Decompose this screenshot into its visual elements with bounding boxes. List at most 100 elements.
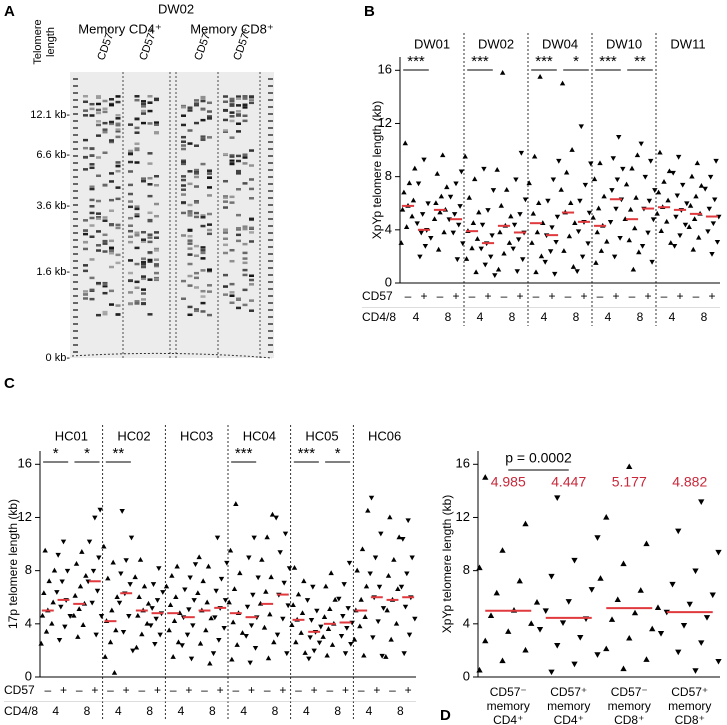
point bbox=[314, 608, 320, 614]
gel-band bbox=[229, 282, 235, 286]
point bbox=[306, 656, 312, 662]
gel-band bbox=[207, 284, 212, 287]
gel-band bbox=[115, 130, 121, 133]
gel-band bbox=[194, 103, 199, 107]
point bbox=[398, 240, 404, 245]
ladder-band bbox=[268, 134, 273, 136]
point bbox=[518, 150, 525, 156]
ladder-band bbox=[73, 78, 78, 80]
ladder-band bbox=[268, 218, 273, 220]
y-tick-label: 4 bbox=[463, 615, 470, 630]
ladder-band bbox=[73, 211, 78, 213]
point bbox=[607, 220, 614, 225]
ladder-band bbox=[268, 288, 273, 290]
gel-band bbox=[242, 242, 248, 246]
point bbox=[590, 214, 596, 220]
point bbox=[703, 615, 711, 621]
gel-band bbox=[181, 140, 186, 143]
point bbox=[80, 622, 86, 627]
gel-band bbox=[96, 108, 101, 112]
gel-band bbox=[83, 146, 88, 150]
group-points bbox=[607, 134, 626, 260]
gel-band bbox=[181, 144, 186, 147]
gel-band bbox=[109, 246, 114, 250]
gel-band bbox=[200, 216, 206, 219]
point bbox=[273, 515, 279, 521]
ladder-band bbox=[268, 169, 273, 171]
point bbox=[488, 254, 494, 260]
point bbox=[586, 210, 593, 216]
gel-band bbox=[134, 280, 140, 284]
gel-band bbox=[223, 196, 228, 199]
gel-band bbox=[147, 152, 153, 155]
point bbox=[376, 584, 383, 590]
point bbox=[715, 658, 722, 665]
ladder-band bbox=[73, 274, 78, 276]
gel-band bbox=[249, 231, 254, 234]
point bbox=[563, 169, 570, 175]
point bbox=[141, 583, 148, 589]
gel-band bbox=[115, 261, 121, 265]
gel-band bbox=[128, 170, 133, 173]
point bbox=[680, 623, 688, 629]
gel-band bbox=[229, 97, 235, 101]
cd57-label: – bbox=[232, 683, 239, 697]
point bbox=[520, 257, 526, 263]
gel-band bbox=[141, 100, 146, 103]
cd48-label: 8 bbox=[334, 704, 341, 718]
gel-band bbox=[194, 254, 199, 258]
gel-band bbox=[96, 212, 101, 215]
point bbox=[545, 198, 551, 204]
group-points bbox=[148, 566, 166, 647]
point bbox=[398, 584, 405, 590]
gel-band bbox=[147, 95, 153, 98]
ladder-band bbox=[268, 316, 273, 318]
point bbox=[608, 616, 616, 622]
gel-band bbox=[147, 122, 153, 125]
point bbox=[323, 583, 329, 589]
point bbox=[474, 236, 481, 241]
point bbox=[680, 182, 686, 188]
point bbox=[342, 651, 349, 657]
cd57-label: + bbox=[452, 289, 459, 303]
facet-title: DW02 bbox=[478, 36, 514, 51]
point bbox=[102, 654, 108, 659]
gel-band bbox=[89, 211, 95, 215]
gel-band bbox=[141, 302, 146, 306]
gel-band bbox=[200, 224, 206, 228]
gel-band bbox=[242, 261, 248, 265]
gel-band bbox=[187, 253, 193, 256]
gel-band bbox=[236, 159, 241, 163]
point bbox=[229, 656, 235, 662]
gel-band bbox=[187, 313, 193, 317]
gel-band bbox=[102, 121, 108, 125]
ladder-band bbox=[268, 148, 273, 150]
point bbox=[293, 639, 299, 645]
point bbox=[579, 254, 586, 260]
point bbox=[510, 246, 516, 252]
cd48-label: 8 bbox=[637, 310, 644, 324]
gel-band bbox=[236, 154, 241, 158]
gel-band bbox=[128, 160, 133, 164]
point bbox=[43, 628, 50, 634]
point bbox=[83, 572, 89, 578]
point bbox=[383, 654, 389, 659]
point bbox=[526, 180, 532, 186]
point bbox=[400, 536, 406, 542]
group-points bbox=[101, 543, 120, 675]
gel-band bbox=[249, 101, 254, 105]
point bbox=[515, 237, 522, 243]
cd48-label: 8 bbox=[84, 704, 91, 718]
gel-band bbox=[200, 108, 206, 111]
cd57-label: – bbox=[201, 683, 208, 697]
point bbox=[268, 574, 274, 580]
ladder-band bbox=[268, 92, 273, 94]
ladder-band bbox=[73, 176, 78, 178]
gel-band bbox=[83, 219, 88, 222]
point bbox=[412, 616, 418, 622]
point bbox=[614, 177, 621, 183]
ladder-band bbox=[73, 162, 78, 164]
gel-band bbox=[200, 289, 206, 293]
point bbox=[316, 640, 323, 646]
gel-band bbox=[83, 269, 88, 273]
